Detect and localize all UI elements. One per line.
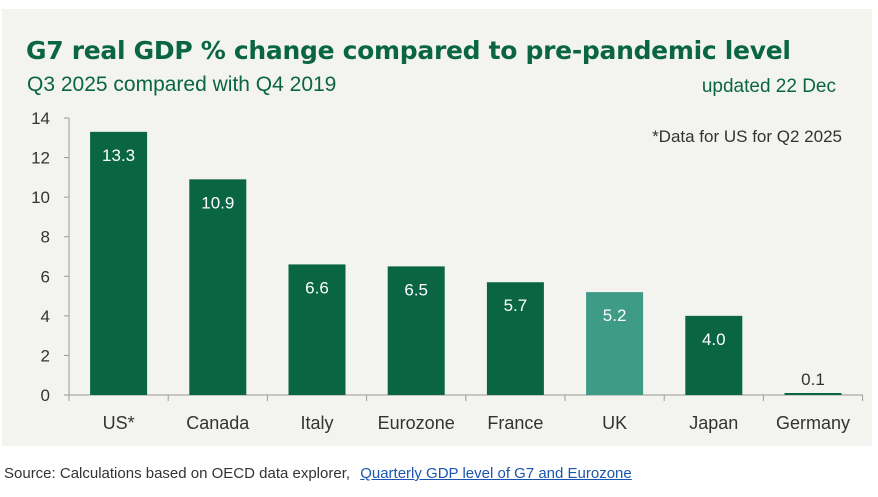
value-label: 4.0 (702, 330, 726, 349)
bar (387, 266, 445, 395)
updated-date: updated 22 Dec (701, 76, 836, 97)
category-label: Italy (300, 413, 333, 433)
bar (685, 315, 743, 395)
category-label: Japan (689, 413, 738, 433)
y-tick-label: 8 (41, 228, 50, 247)
y-tick-label: 4 (41, 307, 50, 326)
y-tick-label: 14 (31, 109, 50, 128)
bar (486, 282, 544, 395)
category-label: US* (103, 413, 135, 433)
category-label: UK (602, 413, 627, 433)
category-label: France (487, 413, 543, 433)
bar-chart: 0 2 4 6 8 10 12 14 13.3 US* 10.9 Canada 6.6 Italy 6.5 E… (31, 109, 864, 433)
footnote: *Data for US for Q2 2025 (652, 127, 842, 146)
value-label: 5.2 (603, 306, 627, 325)
category-label: Canada (186, 413, 250, 433)
y-tick-label: 6 (41, 267, 50, 286)
source-link[interactable]: Quarterly GDP level of G7 and Eurozone (360, 465, 632, 482)
y-tick-label: 2 (41, 346, 50, 365)
value-label: 5.7 (504, 296, 528, 315)
category-label: Germany (776, 413, 850, 433)
chart-panel: G7 real GDP % change compared to pre-pan… (2, 9, 872, 446)
bar (288, 264, 346, 395)
bar (189, 179, 247, 395)
y-tick-label: 10 (31, 188, 50, 207)
value-label: 10.9 (201, 193, 234, 212)
bar (784, 393, 842, 395)
value-label: 0.1 (801, 370, 825, 389)
value-label: 6.5 (404, 280, 428, 299)
bar (90, 131, 148, 395)
y-tick-label: 12 (31, 149, 50, 168)
value-label: 6.6 (305, 278, 329, 297)
source-line: Source: Calculations based on OECD data … (4, 465, 632, 482)
y-tick-label: 0 (41, 386, 50, 405)
source-text: Source: Calculations based on OECD data … (4, 465, 351, 482)
chart-subtitle: Q3 2025 compared with Q4 2019 (27, 73, 337, 96)
value-label: 13.3 (102, 146, 135, 165)
bar (586, 292, 644, 395)
chart-title: G7 real GDP % change compared to pre-pan… (26, 36, 791, 65)
category-label: Eurozone (378, 413, 455, 433)
